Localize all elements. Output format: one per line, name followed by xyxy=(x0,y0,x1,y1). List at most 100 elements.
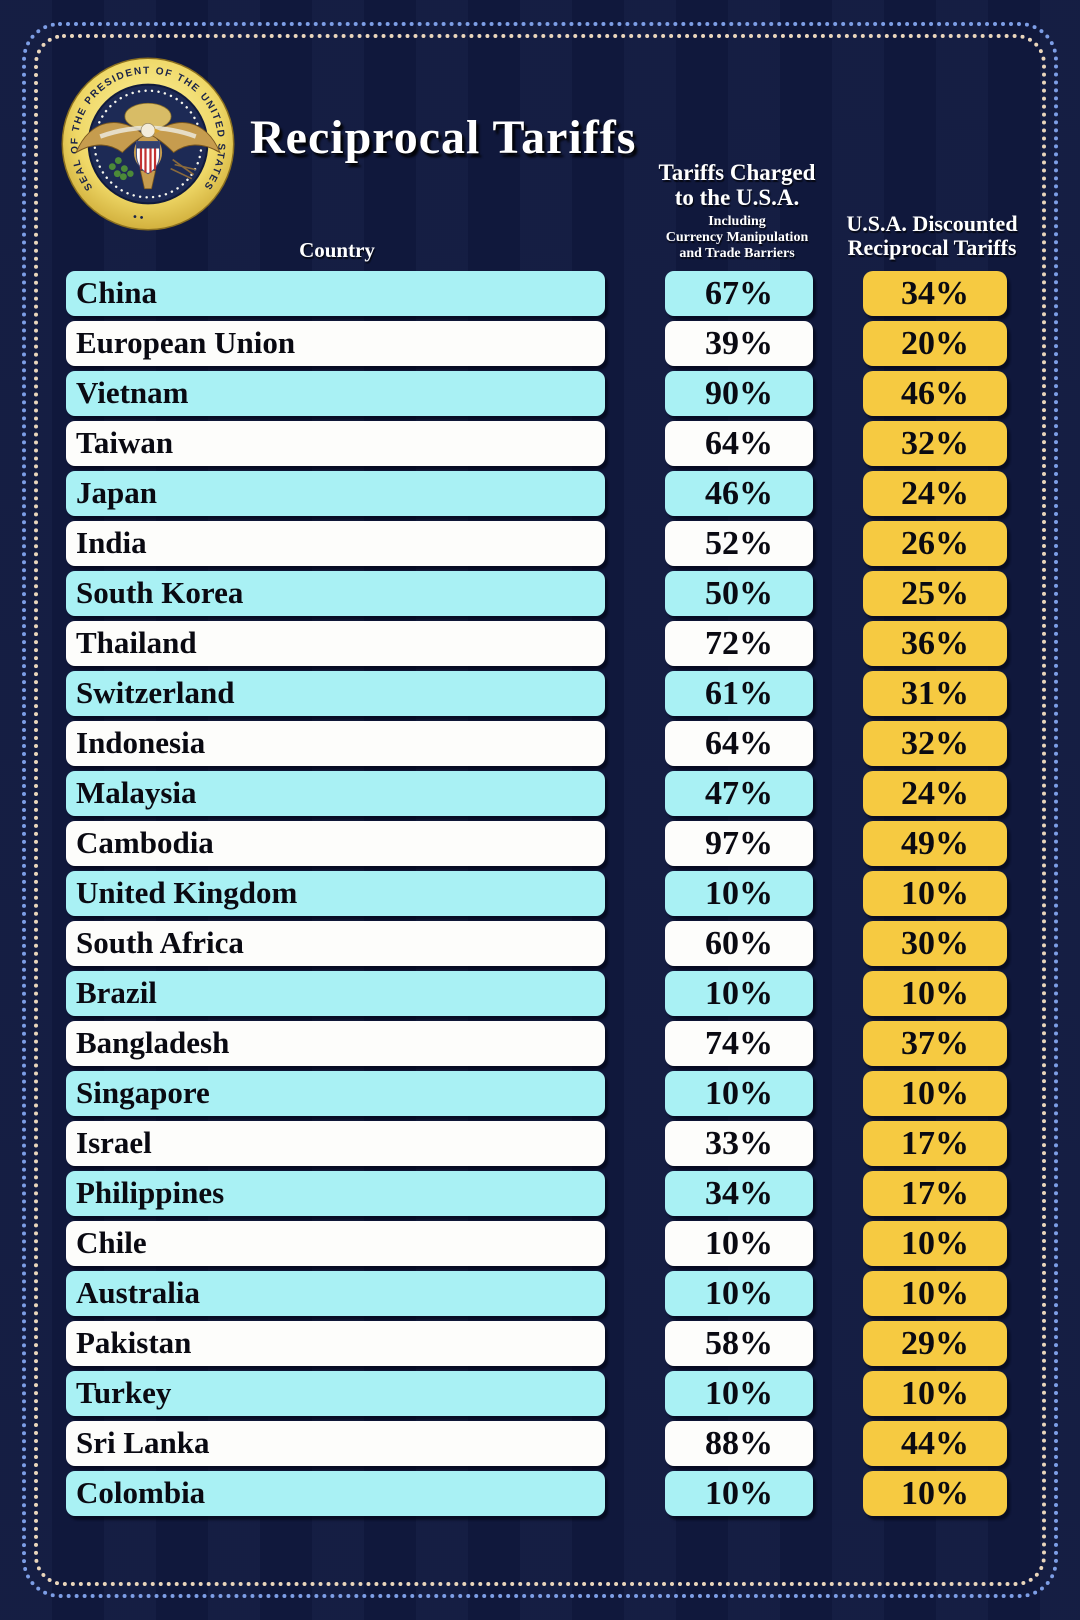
charged-tariff-cell: 58% xyxy=(665,1321,813,1366)
country-cell: Pakistan xyxy=(66,1321,605,1366)
charged-tariff-cell: 47% xyxy=(665,771,813,816)
table-row: India 52% 26% xyxy=(66,521,1014,566)
charged-tariff-cell: 46% xyxy=(665,471,813,516)
discounted-tariff-cell: 10% xyxy=(863,971,1007,1016)
charged-tariff-cell: 34% xyxy=(665,1171,813,1216)
discounted-tariff-cell: 29% xyxy=(863,1321,1007,1366)
table-row: Brazil 10% 10% xyxy=(66,971,1014,1016)
discounted-tariff-cell: 36% xyxy=(863,621,1007,666)
discounted-tariff-cell: 17% xyxy=(863,1121,1007,1166)
table-row: Japan 46% 24% xyxy=(66,471,1014,516)
discounted-tariff-cell: 31% xyxy=(863,671,1007,716)
country-cell: Sri Lanka xyxy=(66,1421,605,1466)
charged-tariff-cell: 72% xyxy=(665,621,813,666)
discounted-tariff-cell: 10% xyxy=(863,871,1007,916)
discounted-tariff-cell: 20% xyxy=(863,321,1007,366)
country-cell: United Kingdom xyxy=(66,871,605,916)
tariff-table: China 67% 34% European Union 39% 20% Vie… xyxy=(66,271,1014,1521)
seal-ring-stars: • • xyxy=(132,210,144,222)
country-cell: Indonesia xyxy=(66,721,605,766)
table-row: Indonesia 64% 32% xyxy=(66,721,1014,766)
table-row: Taiwan 64% 32% xyxy=(66,421,1014,466)
discounted-tariff-cell: 46% xyxy=(863,371,1007,416)
presidential-seal-icon: SEAL OF THE PRESIDENT OF THE UNITED STAT… xyxy=(61,57,235,231)
charged-tariff-cell: 10% xyxy=(665,1371,813,1416)
charged-tariff-cell: 10% xyxy=(665,1271,813,1316)
discounted-tariff-cell: 49% xyxy=(863,821,1007,866)
discounted-tariff-cell: 17% xyxy=(863,1171,1007,1216)
table-row: Cambodia 97% 49% xyxy=(66,821,1014,866)
charged-tariff-cell: 74% xyxy=(665,1021,813,1066)
discounted-tariff-cell: 25% xyxy=(863,571,1007,616)
charged-tariff-cell: 90% xyxy=(665,371,813,416)
discounted-tariff-cell: 10% xyxy=(863,1071,1007,1116)
table-row: Malaysia 47% 24% xyxy=(66,771,1014,816)
country-cell: India xyxy=(66,521,605,566)
discounted-tariff-cell: 10% xyxy=(863,1271,1007,1316)
discounted-tariff-cell: 44% xyxy=(863,1421,1007,1466)
country-cell: South Korea xyxy=(66,571,605,616)
charged-tariff-cell: 10% xyxy=(665,871,813,916)
svg-text:• •: • • xyxy=(132,210,144,222)
country-cell: Singapore xyxy=(66,1071,605,1116)
charged-tariff-cell: 64% xyxy=(665,421,813,466)
charged-tariff-cell: 88% xyxy=(665,1421,813,1466)
country-cell: Malaysia xyxy=(66,771,605,816)
country-cell: Thailand xyxy=(66,621,605,666)
country-cell: South Africa xyxy=(66,921,605,966)
country-cell: Brazil xyxy=(66,971,605,1016)
table-row: China 67% 34% xyxy=(66,271,1014,316)
table-row: South Africa 60% 30% xyxy=(66,921,1014,966)
table-row: Switzerland 61% 31% xyxy=(66,671,1014,716)
charged-tariff-cell: 97% xyxy=(665,821,813,866)
discounted-tariff-cell: 37% xyxy=(863,1021,1007,1066)
discounted-tariff-cell: 26% xyxy=(863,521,1007,566)
country-cell: Colombia xyxy=(66,1471,605,1516)
charged-tariff-cell: 61% xyxy=(665,671,813,716)
charged-tariff-cell: 33% xyxy=(665,1121,813,1166)
table-row: Colombia 10% 10% xyxy=(66,1471,1014,1516)
discounted-tariff-cell: 32% xyxy=(863,721,1007,766)
discounted-tariff-cell: 32% xyxy=(863,421,1007,466)
country-cell: Israel xyxy=(66,1121,605,1166)
discounted-tariff-cell: 10% xyxy=(863,1371,1007,1416)
charged-tariff-cell: 67% xyxy=(665,271,813,316)
country-cell: Japan xyxy=(66,471,605,516)
table-row: Pakistan 58% 29% xyxy=(66,1321,1014,1366)
table-row: Vietnam 90% 46% xyxy=(66,371,1014,416)
country-cell: Philippines xyxy=(66,1171,605,1216)
charged-tariff-cell: 52% xyxy=(665,521,813,566)
charged-header-line1: Tariffs Charged xyxy=(658,160,816,185)
country-cell: China xyxy=(66,271,605,316)
country-cell: Vietnam xyxy=(66,371,605,416)
charged-header-line2: to the U.S.A. xyxy=(674,184,800,210)
country-cell: Chile xyxy=(66,1221,605,1266)
country-cell: Australia xyxy=(66,1271,605,1316)
table-row: Singapore 10% 10% xyxy=(66,1071,1014,1116)
page-title: Reciprocal Tariffs xyxy=(250,111,637,164)
charged-tariff-cell: 10% xyxy=(665,971,813,1016)
country-cell: Bangladesh xyxy=(66,1021,605,1066)
charged-tariff-cell: 39% xyxy=(665,321,813,366)
charged-tariff-cell: 10% xyxy=(665,1471,813,1516)
table-row: Sri Lanka 88% 44% xyxy=(66,1421,1014,1466)
country-cell: Cambodia xyxy=(66,821,605,866)
seal-eagle xyxy=(75,102,221,190)
charged-tariff-cell: 60% xyxy=(665,921,813,966)
country-cell: Switzerland xyxy=(66,671,605,716)
country-cell: European Union xyxy=(66,321,605,366)
table-row: Israel 33% 17% xyxy=(66,1121,1014,1166)
table-row: Philippines 34% 17% xyxy=(66,1171,1014,1216)
charged-tariff-cell: 64% xyxy=(665,721,813,766)
table-row: United Kingdom 10% 10% xyxy=(66,871,1014,916)
column-header-charged: Tariffs Charged to the U.S.A. Including … xyxy=(627,160,847,261)
charged-header-sub2: Currency Manipulation xyxy=(665,229,809,245)
discounted-header-line1: U.S.A. Discounted xyxy=(846,211,1018,236)
charged-header-sub3: and Trade Barriers xyxy=(679,245,795,261)
charged-tariff-cell: 50% xyxy=(665,571,813,616)
table-row: European Union 39% 20% xyxy=(66,321,1014,366)
table-row: Thailand 72% 36% xyxy=(66,621,1014,666)
charged-tariff-cell: 10% xyxy=(665,1221,813,1266)
discounted-header-line2: Reciprocal Tariffs xyxy=(847,235,1017,261)
